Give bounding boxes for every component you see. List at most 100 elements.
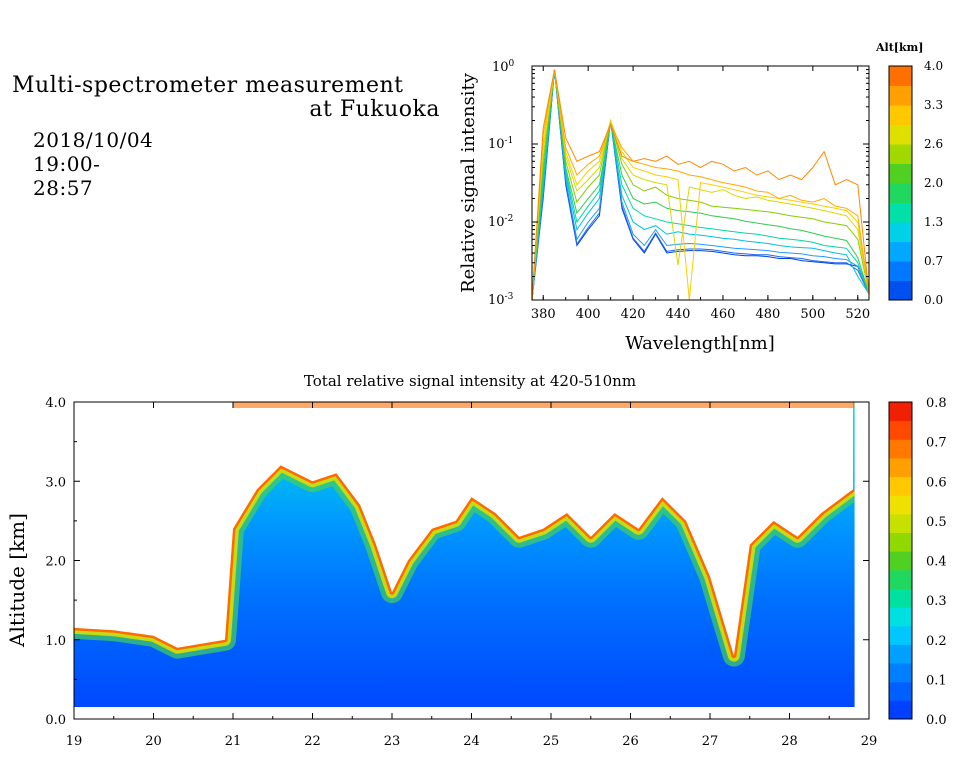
intensity-colorbar-segment (889, 420, 912, 440)
altitude-colorbar-label: 0.0 (924, 293, 943, 307)
altitude-colorbar-segment (889, 241, 912, 262)
intensity-colorbar-segment (889, 495, 912, 515)
intensity-colorbar-segment (889, 700, 912, 720)
heatmap-xtick-label: 29 (861, 734, 878, 749)
spectrum-xtick-label: 480 (755, 307, 780, 322)
altitude-colorbar-segment (889, 124, 912, 145)
intensity-colorbar-label: 0.8 (926, 396, 947, 411)
intensity-colorbar-label: 0.4 (926, 555, 947, 570)
spectrum-series-line (532, 69, 869, 300)
spectrum-series-line (532, 69, 869, 300)
intensity-colorbar-segment (889, 644, 912, 664)
heatmap-ytick-label: 3.0 (45, 475, 66, 490)
intensity-colorbar-label: 0.1 (926, 673, 947, 688)
intensity-colorbar-segment (889, 476, 912, 496)
altitude-colorbar-label: 3.3 (924, 98, 943, 112)
spectrum-y-axis-label: Relative signal intensity (458, 72, 479, 293)
main-title-line2: at Fukuoka (309, 97, 440, 122)
heatmap-xtick-label: 27 (702, 734, 719, 749)
intensity-colorbar-label: 0.0 (926, 713, 947, 728)
heatmap-x-ticks: 19 20 21 22 23 24 25 26 27 28 29 (66, 402, 878, 749)
altitude-colorbar-label: 2.0 (924, 176, 943, 190)
heatmap-y-axis-label: Altitude [km] (5, 513, 29, 648)
intensity-colorbar-segment (889, 402, 912, 422)
intensity-colorbar-label: 0.7 (926, 436, 947, 451)
spectrum-xtick-label: 460 (711, 307, 736, 322)
date-range: 2018/10/04 19:00-28:57 (33, 128, 154, 200)
intensity-colorbar-segment (889, 588, 912, 608)
spectrum-xtick-label: 380 (531, 307, 556, 322)
intensity-colorbar-label: 0.3 (926, 594, 947, 609)
altitude-colorbar-label: 2.6 (924, 137, 943, 151)
intensity-colorbar-segment (889, 457, 912, 478)
heatmap-xtick-label: 28 (781, 734, 798, 749)
altitude-colorbar-label: 0.7 (924, 254, 943, 268)
altitude-colorbar-segment (889, 105, 912, 125)
spectrum-x-axis-label: Wavelength[nm] (625, 333, 775, 354)
spectrum-series-group (532, 69, 869, 300)
altitude-colorbar-frame (888, 65, 913, 301)
intensity-colorbar-segment (889, 681, 912, 701)
intensity-colorbar-segment (889, 607, 912, 627)
heatmap-field (74, 402, 869, 719)
altitude-colorbar-segment (889, 85, 912, 106)
heatmap-xtick-label: 25 (543, 734, 560, 749)
altitude-colorbar-segment (889, 202, 912, 223)
intensity-colorbar-label: 0.6 (926, 475, 947, 490)
spectrum-xtick-label: 420 (621, 307, 646, 322)
heatmap-ytick-label: 2.0 (45, 555, 66, 570)
intensity-colorbar-segment (889, 625, 912, 645)
heatmap-ytick-label: 4.0 (45, 396, 66, 411)
heatmap-ytick-label: 1.0 (45, 634, 66, 649)
intensity-colorbar-segment (889, 569, 912, 589)
spectrum-xtick-label: 520 (845, 307, 870, 322)
altitude-colorbar-segment (889, 261, 912, 281)
spectrum-series-line (532, 69, 869, 300)
main-title-line1: Multi-spectrometer measurement (12, 73, 404, 98)
intensity-colorbar: 0.0 0.1 0.2 0.3 0.4 0.5 0.6 0.7 0.8 (888, 396, 947, 728)
altitude-colorbar-segment (889, 222, 912, 242)
altitude-colorbar-segment (889, 144, 912, 164)
spectrum-xtick-label: 400 (576, 307, 601, 322)
heatmap-xtick-label: 26 (622, 734, 639, 749)
altitude-colorbar-title: Alt[km] (875, 41, 923, 54)
spectrum-series-line (532, 69, 869, 300)
altitude-colorbar: 0.0 0.7 1.3 2.0 2.6 3.3 4.0 (888, 59, 943, 307)
intensity-colorbar-label: 0.5 (926, 515, 947, 530)
heatmap-title: Total relative signal intensity at 420-5… (304, 372, 636, 390)
spectrum-series-line (532, 69, 869, 300)
heatmap-xtick-label: 22 (304, 734, 321, 749)
spectrum-series-line (532, 69, 869, 300)
spectrum-xtick-label: 500 (800, 307, 825, 322)
spectrum-series-line (532, 69, 869, 300)
altitude-colorbar-segment (889, 163, 912, 184)
heatmap-y-ticks: 0.0 1.0 2.0 3.0 4.0 (45, 396, 869, 728)
spectrum-series-line (532, 69, 869, 300)
heatmap-xtick-label: 23 (384, 734, 401, 749)
intensity-colorbar-segment (889, 551, 912, 571)
intensity-colorbar-segment (889, 439, 912, 459)
heatmap-xtick-label: 19 (66, 734, 83, 749)
intensity-colorbar-segment (889, 532, 912, 552)
heatmap-ytick-label: 0.0 (45, 713, 66, 728)
spectrum-series-line (532, 69, 869, 300)
altitude-colorbar-label: 1.3 (924, 215, 943, 229)
clear-air-region (74, 402, 854, 656)
spectrum-series-line (532, 69, 869, 300)
intensity-colorbar-segment (889, 513, 912, 534)
heatmap-xtick-label: 21 (225, 734, 242, 749)
heatmap-xtick-label: 24 (463, 734, 480, 749)
spectrum-x-ticks: 380 400 420 440 460 480 500 520 (531, 66, 870, 322)
altitude-colorbar-segment (889, 66, 912, 86)
altitude-colorbar-segment (889, 280, 912, 301)
top-boundary-band (233, 402, 855, 408)
heatmap-xtick-label: 20 (145, 734, 162, 749)
altitude-colorbar-label: 4.0 (924, 59, 943, 73)
altitude-colorbar-segment (889, 183, 912, 203)
spectrum-xtick-label: 440 (666, 307, 691, 322)
intensity-colorbar-label: 0.2 (926, 634, 947, 649)
intensity-colorbar-segment (889, 663, 912, 683)
intensity-colorbar-frame (888, 401, 913, 720)
